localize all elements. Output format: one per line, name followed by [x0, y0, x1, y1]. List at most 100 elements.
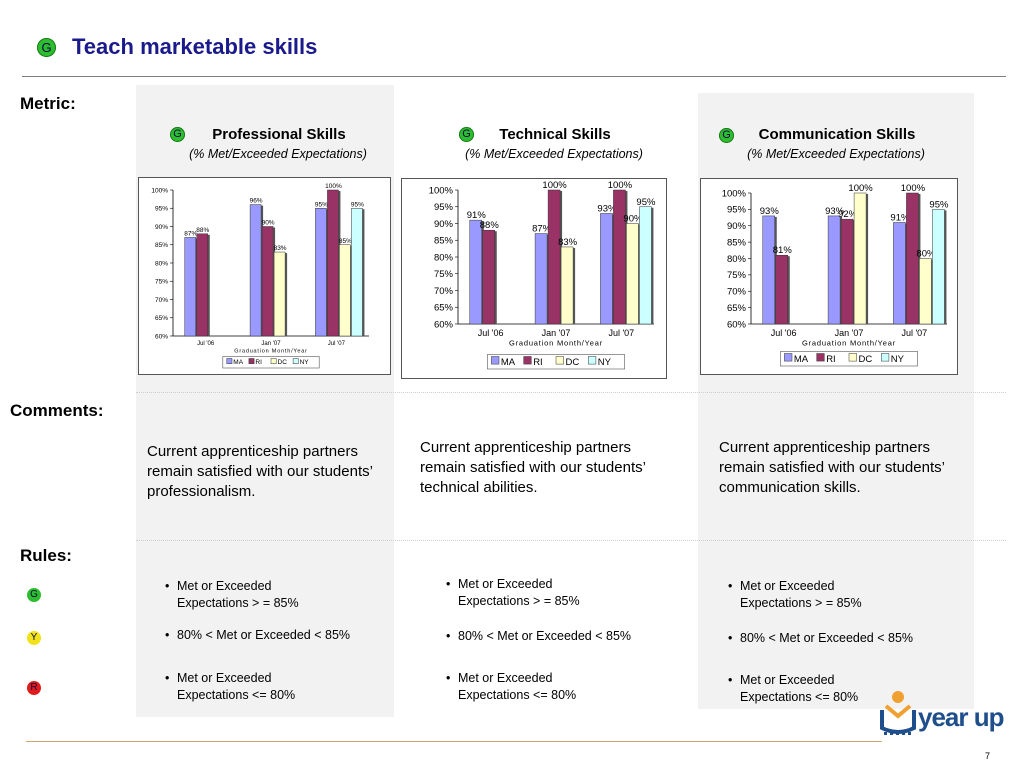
x-tick-label: Jan '07 [542, 328, 571, 338]
rule-yellow-technical: • 80% < Met or Exceeded < 85% [446, 629, 632, 643]
data-label: 95% [929, 199, 949, 210]
bar-shade [573, 247, 576, 324]
rules-label: Rules: [20, 546, 72, 565]
metric-label: Metric: [20, 94, 76, 113]
bar-ma [827, 215, 841, 325]
legend-label: NY [891, 354, 905, 365]
status-indicator-green: G [170, 127, 185, 142]
y-tick-label: 75% [155, 279, 168, 286]
y-tick-label: 85% [727, 237, 747, 248]
legend-label: MA [501, 357, 516, 368]
x-tick-label: Jul '06 [478, 328, 504, 338]
bar-dc [853, 192, 867, 325]
y-tick-label: 65% [155, 315, 168, 322]
y-tick-label: 90% [727, 221, 747, 232]
bar-ma [534, 233, 548, 325]
legend-swatch-ny [588, 356, 597, 365]
bar-shade [944, 210, 947, 324]
chart-technical-skills: 60% 65% 70% 75% 80% 85% 90% 95% 100% 91% 88% Jul '0… [401, 178, 667, 379]
y-tick-label: 70% [727, 287, 747, 298]
data-label: 93% [597, 203, 617, 214]
data-label: 90% [623, 214, 643, 225]
column-subheader-technical: (% Met/Exceeded Expectations) [465, 147, 643, 161]
data-label: 80% [916, 249, 936, 260]
legend-label: RI [826, 354, 836, 365]
status-indicator-green: G [37, 38, 56, 57]
rule-indicator-green: G [27, 588, 41, 602]
bar-shade [285, 253, 288, 336]
rule-red-communication: • Met or Exceeded Expectations <= 80% [728, 673, 859, 704]
legend-swatch-ri [248, 358, 255, 364]
rule-red-technical: • Met or Exceeded Expectations <= 80% [446, 671, 577, 702]
y-tick-label: 70% [434, 286, 454, 297]
rule-green-professional: • Met or Exceeded Expectations > = 85% [165, 579, 299, 610]
legend-label: DC [859, 354, 873, 365]
bar-ma [600, 213, 613, 325]
bar-ma [762, 215, 776, 325]
y-tick-label: 85% [434, 236, 454, 247]
bar-ri [906, 192, 919, 325]
legend-label: DC [278, 359, 288, 366]
data-label: 91% [467, 210, 487, 221]
data-label: 90% [262, 220, 275, 227]
legend-swatch-ny [292, 358, 299, 364]
bar-ny [932, 209, 945, 325]
y-tick-label: 95% [155, 206, 168, 213]
rule-indicator-yellow: Y [27, 631, 41, 645]
chart-professional-skills: 60% 65% 70% 75% 80% 85% 90% 95% 100% 87% 88% Jul '0… [138, 177, 391, 375]
footer-divider [26, 741, 882, 742]
data-label: 96% [250, 198, 263, 205]
y-tick-label: 60% [434, 319, 454, 330]
page-number: 7 [985, 751, 991, 761]
legend-swatch-ny [881, 353, 890, 362]
legend-label: NY [598, 357, 612, 368]
bar-ri [482, 229, 496, 325]
status-indicator-green: G [719, 128, 734, 143]
year-up-logo-icon: year up [880, 691, 1005, 735]
x-tick-label: Jan '07 [261, 341, 281, 347]
legend-label: DC [566, 357, 580, 368]
column-header-professional: Professional Skills [212, 126, 346, 143]
legend-swatch-dc [555, 356, 564, 365]
data-label: 92% [838, 209, 858, 220]
y-tick-label: 100% [429, 185, 454, 196]
data-label: 83% [274, 245, 287, 252]
rule-green-technical: • Met or Exceeded Expectations > = 85% [446, 577, 580, 608]
bar-ri [261, 226, 274, 337]
y-tick-label: 75% [434, 269, 454, 280]
column-subheader-professional: (% Met/Exceeded Expectations) [189, 147, 367, 161]
y-tick-label: 100% [151, 187, 168, 194]
x-tick-label: Jul '07 [608, 328, 634, 338]
y-tick-label: 65% [434, 303, 454, 314]
legend-label: MA [794, 354, 809, 365]
bar-ma [469, 219, 483, 325]
legend-swatch-ma [784, 353, 793, 362]
legend-swatch-ri [523, 356, 532, 365]
page-title: Teach marketable skills [72, 34, 318, 59]
x-tick-label: Jul '06 [771, 328, 797, 338]
bar-ma [315, 208, 327, 337]
bar-ma [893, 222, 906, 325]
x-tick-label: Jan '07 [835, 328, 864, 338]
bar-shade [494, 231, 497, 324]
legend-swatch-ri [816, 353, 825, 362]
y-tick-label: 75% [727, 270, 747, 281]
legend-label: MA [233, 359, 243, 366]
y-tick-label: 95% [434, 202, 454, 213]
comment-professional: Current apprenticeship partners remain s… [147, 443, 373, 500]
bar-dc [339, 244, 351, 337]
bar-ri [613, 189, 626, 325]
data-label: 81% [773, 245, 793, 256]
status-indicator-green: G [459, 127, 474, 142]
data-label: 95% [351, 201, 364, 208]
legend-swatch-ma [491, 356, 500, 365]
comment-communication: Current apprenticeship partners remain s… [719, 439, 945, 496]
y-tick-label: 100% [722, 188, 747, 199]
data-label: 100% [542, 180, 567, 191]
y-tick-label: 85% [155, 242, 168, 249]
rule-yellow-communication: • 80% < Met or Exceeded < 85% [728, 631, 914, 645]
y-tick-label: 80% [155, 260, 168, 267]
comments-label: Comments: [10, 401, 104, 420]
x-tick-label: Jul '07 [901, 328, 927, 338]
column-header-technical: Technical Skills [499, 126, 611, 143]
